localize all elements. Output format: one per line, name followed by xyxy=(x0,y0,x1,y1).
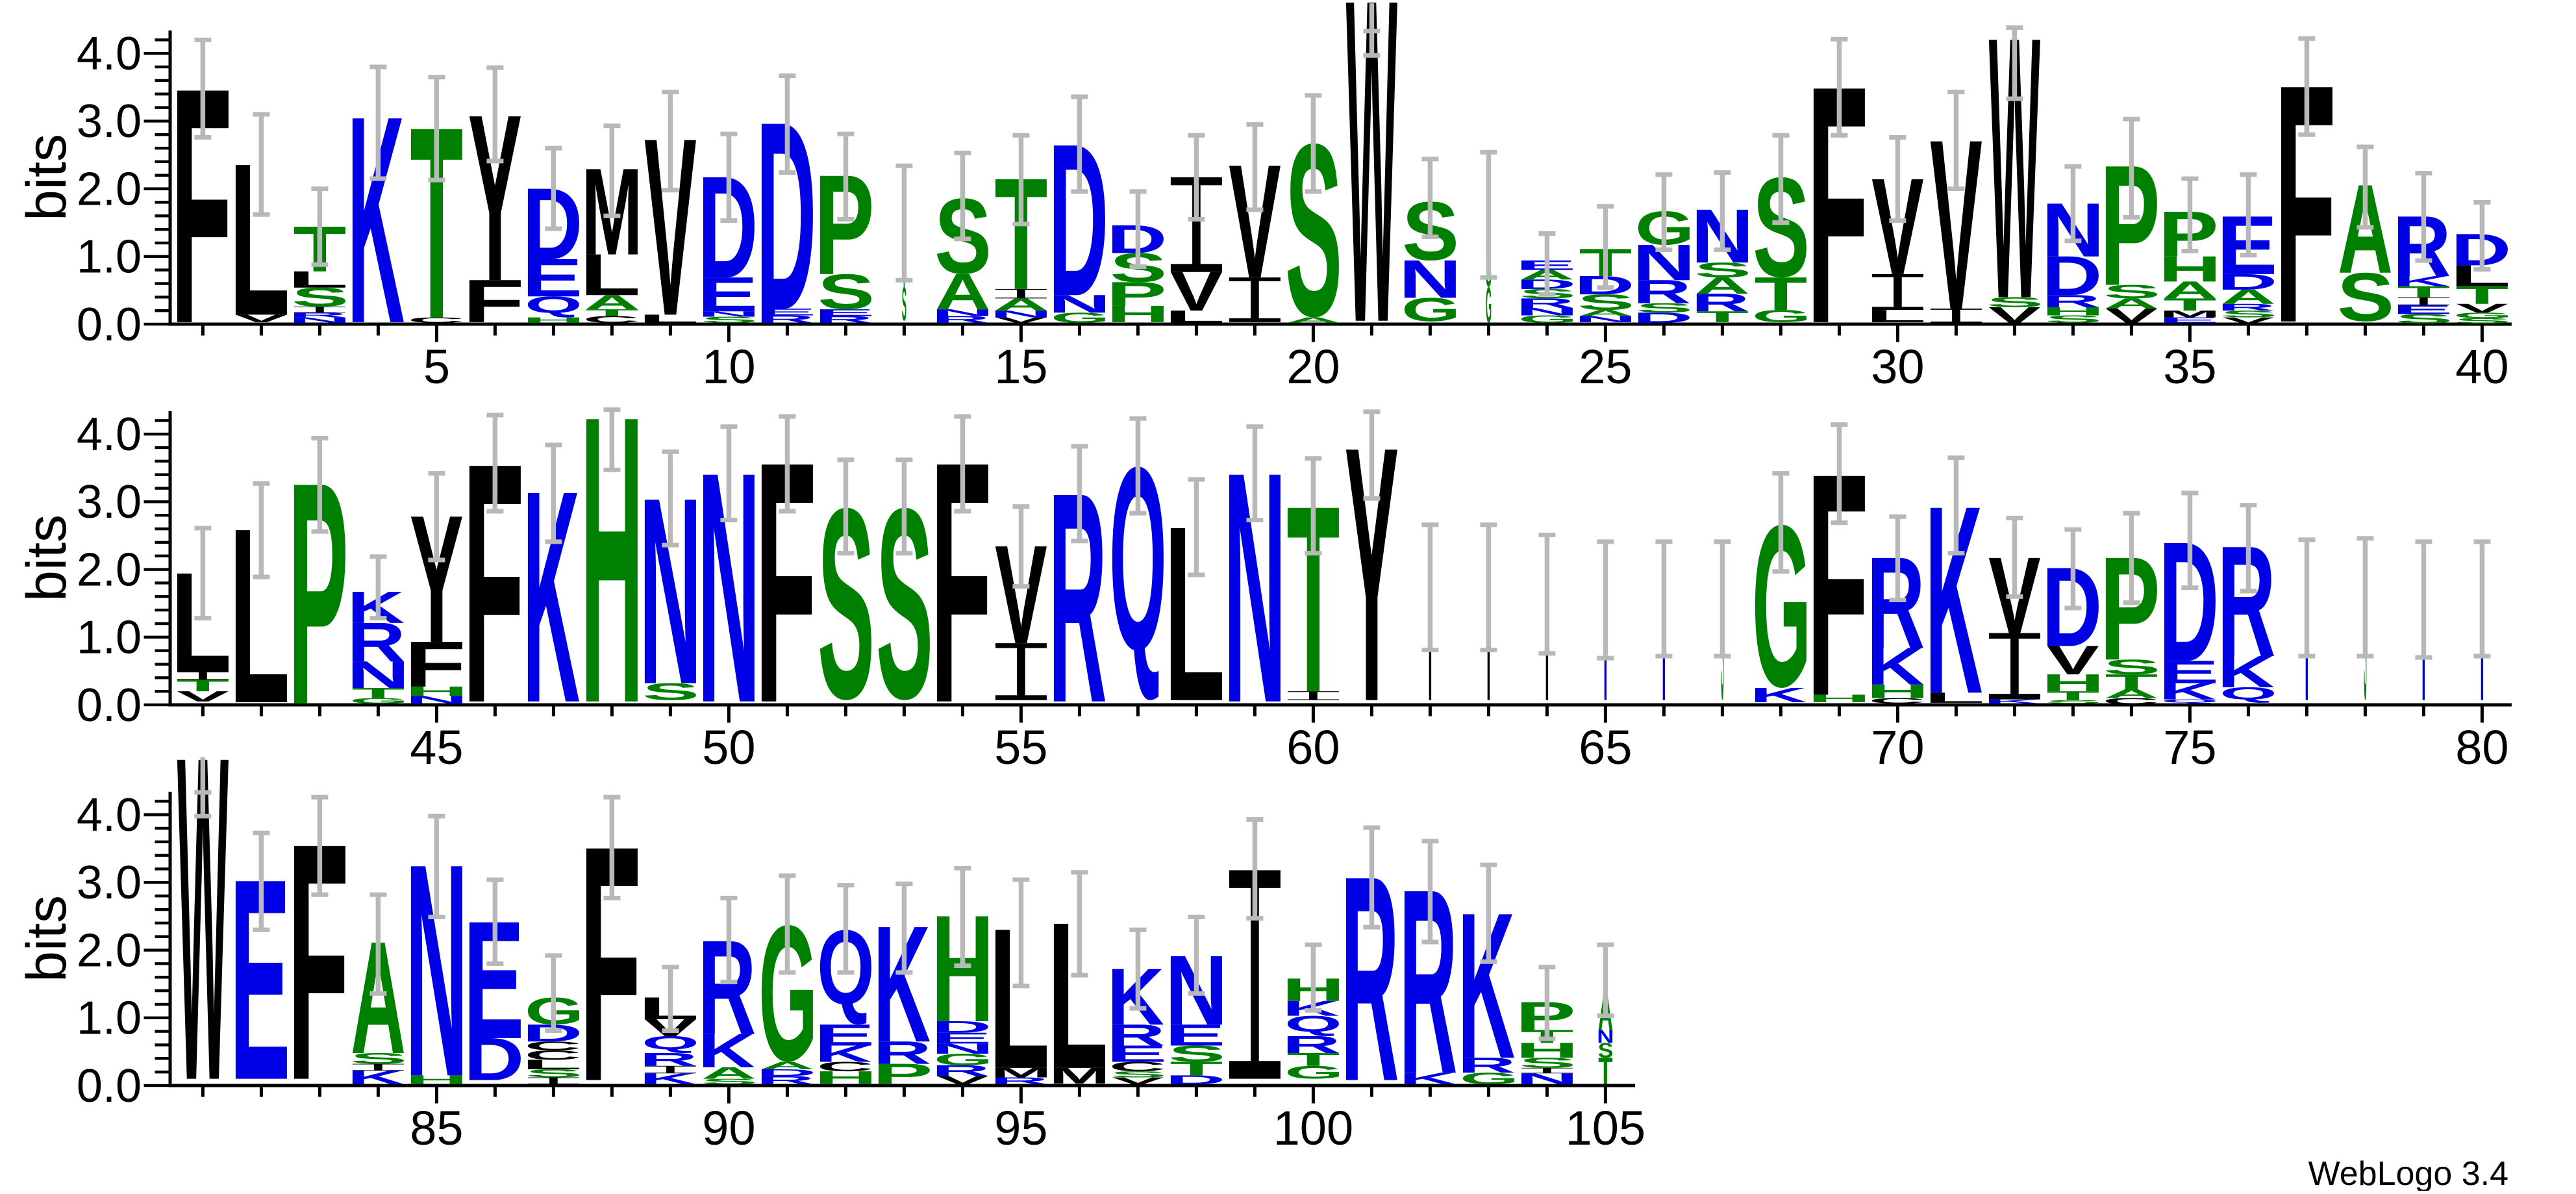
svg-text:40: 40 xyxy=(2455,340,2508,394)
svg-text:1.0: 1.0 xyxy=(77,993,142,1045)
svg-text:100: 100 xyxy=(1273,1101,1353,1155)
svg-text:10: 10 xyxy=(702,340,755,394)
svg-text:4.0: 4.0 xyxy=(77,28,142,80)
svg-text:95: 95 xyxy=(994,1101,1047,1155)
svg-text:65: 65 xyxy=(1579,720,1632,774)
svg-text:105: 105 xyxy=(1566,1101,1645,1155)
svg-text:30: 30 xyxy=(1871,340,1924,394)
svg-text:60: 60 xyxy=(1286,720,1340,774)
svg-text:15: 15 xyxy=(994,340,1047,394)
svg-text:55: 55 xyxy=(994,720,1047,774)
svg-text:4.0: 4.0 xyxy=(77,789,142,841)
svg-text:0.0: 0.0 xyxy=(77,299,142,351)
svg-text:2.0: 2.0 xyxy=(77,163,142,215)
svg-text:2.0: 2.0 xyxy=(77,924,142,976)
svg-text:3.0: 3.0 xyxy=(77,476,142,528)
svg-text:bits: bits xyxy=(16,134,78,221)
svg-text:80: 80 xyxy=(2455,720,2508,774)
svg-text:35: 35 xyxy=(2163,340,2216,394)
svg-text:20: 20 xyxy=(1286,340,1340,394)
svg-text:3.0: 3.0 xyxy=(77,95,142,147)
svg-text:75: 75 xyxy=(2163,720,2216,774)
svg-text:3.0: 3.0 xyxy=(77,857,142,909)
svg-text:bits: bits xyxy=(16,895,78,982)
svg-text:70: 70 xyxy=(1871,720,1924,774)
svg-text:90: 90 xyxy=(702,1101,755,1155)
svg-text:WebLogo 3.4: WebLogo 3.4 xyxy=(2308,1155,2508,1191)
svg-text:50: 50 xyxy=(702,720,755,774)
svg-text:4.0: 4.0 xyxy=(77,409,142,461)
svg-text:0.0: 0.0 xyxy=(77,680,142,731)
svg-text:45: 45 xyxy=(410,720,463,774)
svg-text:0.0: 0.0 xyxy=(77,1060,142,1112)
svg-text:2.0: 2.0 xyxy=(77,544,142,596)
svg-text:1.0: 1.0 xyxy=(77,612,142,664)
svg-text:25: 25 xyxy=(1579,340,1632,394)
svg-text:bits: bits xyxy=(16,514,78,602)
svg-text:85: 85 xyxy=(410,1101,463,1155)
svg-text:1.0: 1.0 xyxy=(77,231,142,283)
svg-text:5: 5 xyxy=(423,340,450,394)
